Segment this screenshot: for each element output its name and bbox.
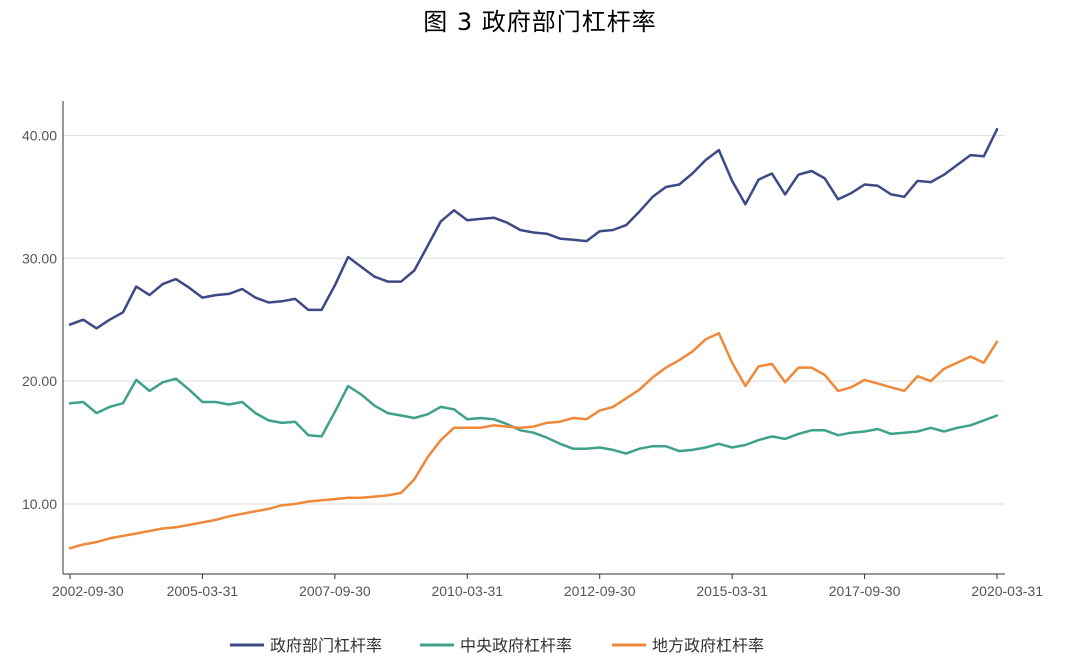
axes: 10.00 20.00 30.00 40.00 2002-09-30 2005-03-31… [22,101,1043,599]
chart-title: 图 3 政府部门杠杆率 [423,8,657,36]
x-tick-label: 2015-03-31 [696,583,768,599]
y-tick-label: 40.00 [22,127,57,143]
y-tick-label: 10.00 [22,496,57,512]
x-tick-label: 2010-03-31 [431,583,503,599]
legend: 政府部门杠杆率 中央政府杠杆率 地方政府杠杆率 [230,636,764,655]
legend-label: 中央政府杠杆率 [460,636,572,655]
x-tick-label: 2012-09-30 [564,583,636,599]
x-tick-label: 2005-03-31 [167,583,239,599]
x-tick-label: 2007-09-30 [299,583,371,599]
y-tick-label: 20.00 [22,373,57,389]
series-line-2 [68,377,999,455]
series-lines [68,128,999,550]
x-tick-label: 2017-09-30 [829,583,901,599]
y-tick-label: 30.00 [22,250,57,266]
legend-label: 政府部门杠杆率 [270,636,382,655]
x-tick-label: 2020-03-31 [971,583,1043,599]
legend-label: 地方政府杠杆率 [652,636,764,655]
x-tick-label: 2002-09-30 [52,583,124,599]
series-line-3 [68,331,999,550]
grid-lines [63,134,1005,505]
series-line-1 [68,128,999,330]
